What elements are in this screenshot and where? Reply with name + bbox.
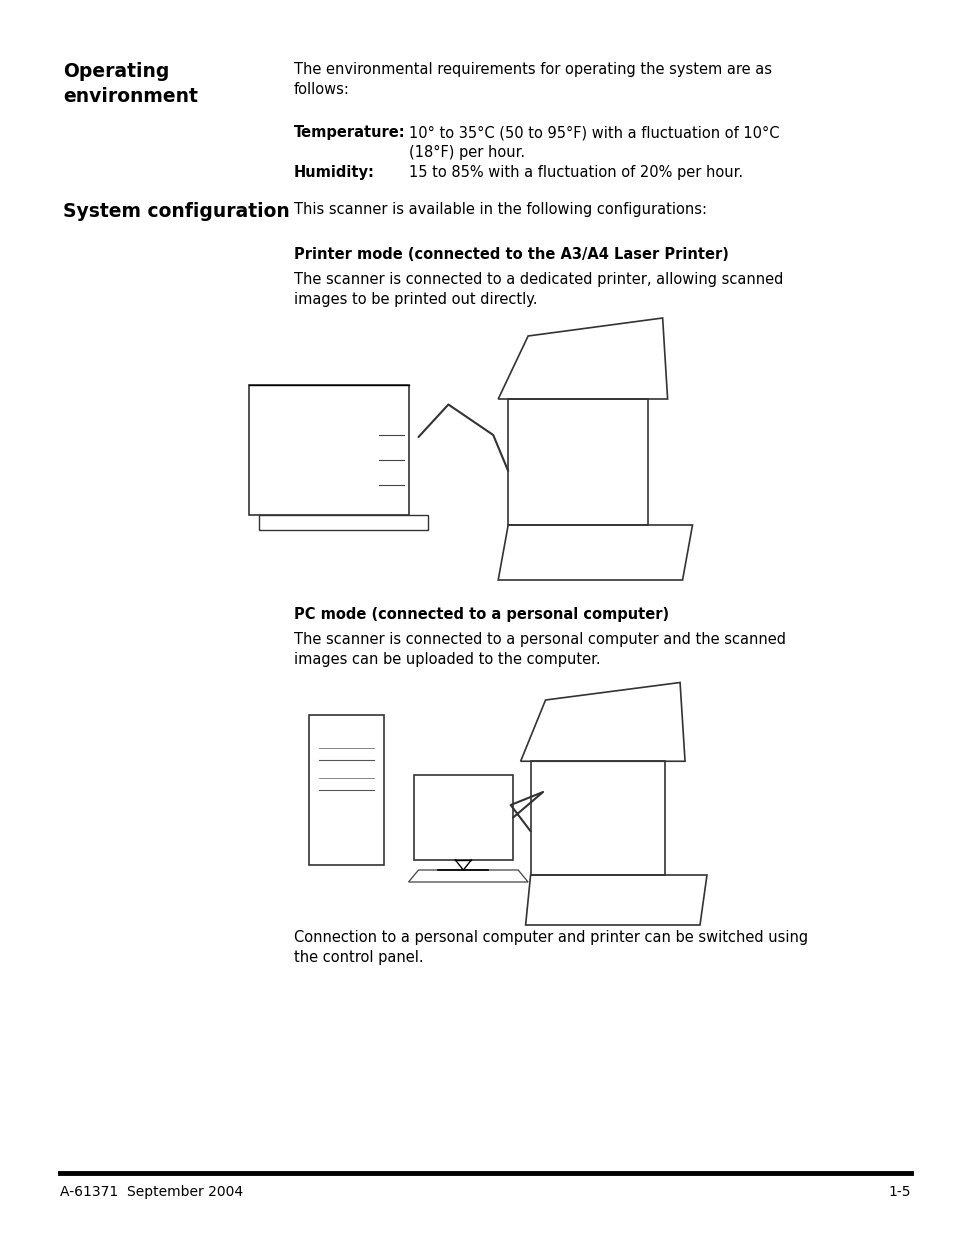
Text: Operating: Operating xyxy=(63,62,169,82)
Text: The environmental requirements for operating the system are as
follows:: The environmental requirements for opera… xyxy=(294,62,771,96)
Text: Temperature:: Temperature: xyxy=(294,125,405,140)
Text: The scanner is connected to a personal computer and the scanned
images can be up: The scanner is connected to a personal c… xyxy=(294,632,785,667)
Text: Printer mode (connected to the A3/A4 Laser Printer): Printer mode (connected to the A3/A4 Las… xyxy=(294,247,728,262)
Text: 15 to 85% with a fluctuation of 20% per hour.: 15 to 85% with a fluctuation of 20% per … xyxy=(408,165,741,180)
Text: PC mode (connected to a personal computer): PC mode (connected to a personal compute… xyxy=(294,606,668,622)
Text: System configuration: System configuration xyxy=(63,203,289,221)
Text: environment: environment xyxy=(63,86,197,106)
Text: The scanner is connected to a dedicated printer, allowing scanned
images to be p: The scanner is connected to a dedicated … xyxy=(294,272,782,306)
Text: This scanner is available in the following configurations:: This scanner is available in the followi… xyxy=(294,203,706,217)
Text: Connection to a personal computer and printer can be switched using
the control : Connection to a personal computer and pr… xyxy=(294,930,807,965)
Text: 1-5: 1-5 xyxy=(887,1186,910,1199)
Text: Humidity:: Humidity: xyxy=(294,165,375,180)
Text: 10° to 35°C (50 to 95°F) with a fluctuation of 10°C
(18°F) per hour.: 10° to 35°C (50 to 95°F) with a fluctuat… xyxy=(408,125,779,159)
Text: A-61371  September 2004: A-61371 September 2004 xyxy=(60,1186,243,1199)
